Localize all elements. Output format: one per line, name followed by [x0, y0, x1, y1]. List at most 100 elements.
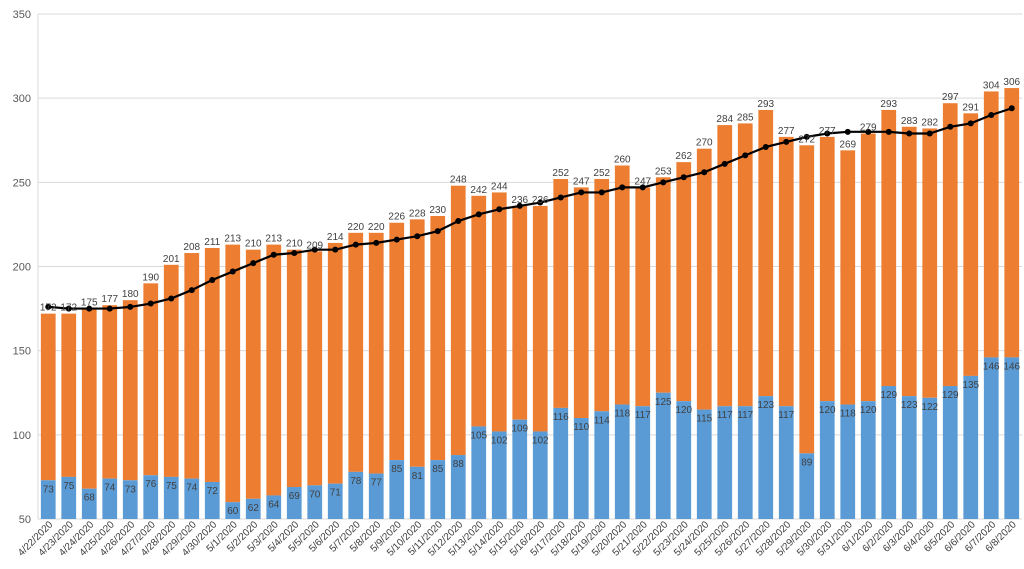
- total-value-label: 213: [224, 234, 241, 245]
- trend-line-point: [947, 123, 954, 130]
- trend-line-point: [434, 228, 441, 235]
- trend-line-point: [291, 250, 298, 257]
- bar-lower-segment: [102, 478, 118, 519]
- bar-lower-segment: [348, 471, 364, 519]
- total-value-label: 306: [1003, 77, 1020, 88]
- lower-value-label: 71: [330, 488, 342, 499]
- total-value-label: 260: [614, 155, 631, 166]
- trend-line-point: [393, 236, 400, 243]
- total-value-label: 277: [778, 126, 795, 137]
- bar-lower-segment: [389, 460, 405, 519]
- y-tick-label: 50: [19, 514, 31, 526]
- trend-line-point: [824, 130, 831, 137]
- bar-upper-segment: [553, 178, 569, 408]
- bar-lower-segment: [327, 483, 343, 519]
- bar-lower-segment: [368, 473, 384, 519]
- lower-value-label: 102: [532, 435, 549, 446]
- bar-upper-segment: [163, 264, 179, 477]
- lower-value-label: 135: [962, 380, 979, 391]
- bar-upper-segment: [368, 232, 384, 474]
- lower-value-label: 117: [635, 410, 651, 421]
- lower-value-label: 118: [840, 409, 856, 420]
- lower-value-label: 146: [1003, 361, 1020, 372]
- trend-line-path: [48, 107, 1013, 310]
- bar-lower-segment: [860, 401, 876, 519]
- lower-value-label: 120: [860, 405, 877, 416]
- lower-value-label: 88: [453, 459, 465, 470]
- trend-line-point: [598, 189, 605, 196]
- bar-upper-segment: [594, 178, 610, 412]
- bar-lower-segment: [922, 397, 938, 519]
- bar-lower-segment: [881, 386, 897, 519]
- bar-upper-segment: [676, 162, 692, 402]
- trend-line-point: [250, 260, 257, 267]
- bar-upper-segment: [286, 249, 302, 488]
- trend-line-point: [86, 305, 93, 312]
- bar-upper-segment: [409, 219, 425, 467]
- y-tick-label: 200: [13, 262, 31, 274]
- y-tick-label: 300: [13, 93, 31, 105]
- bar-lower-segment: [61, 476, 77, 519]
- total-value-label: 190: [142, 272, 159, 283]
- trend-line-point: [721, 160, 728, 167]
- lower-value-label: 64: [268, 499, 280, 510]
- total-value-label: 236: [532, 195, 549, 206]
- trend-line-point: [783, 138, 790, 145]
- trend-line-point: [65, 305, 72, 312]
- bar-lower-segment: [942, 386, 958, 519]
- total-value-label: 272: [798, 134, 815, 145]
- trend-line-point: [147, 300, 154, 307]
- bar-upper-segment: [348, 232, 364, 472]
- total-value-label: 244: [491, 181, 508, 192]
- bar-upper-segment: [430, 216, 446, 461]
- bar-upper-segment: [40, 313, 56, 481]
- bar-upper-segment: [963, 113, 979, 376]
- total-value-label: 220: [347, 222, 364, 233]
- bar-upper-segment: [819, 136, 835, 402]
- lower-value-label: 78: [350, 476, 362, 487]
- y-axis-tick-labels: 50 100 150 200 250 300 350: [13, 9, 31, 526]
- trend-line-point: [1008, 105, 1015, 112]
- total-value-label: 285: [737, 112, 754, 123]
- bar-upper-segment: [204, 247, 220, 482]
- lower-value-label: 120: [675, 405, 692, 416]
- lower-value-label: 74: [186, 483, 198, 494]
- bar-upper-segment: [922, 128, 938, 398]
- total-value-label: 201: [163, 254, 180, 265]
- lower-value-label: 146: [983, 361, 1000, 372]
- total-value-label: 213: [265, 234, 282, 245]
- bar-lower-segment: [450, 455, 466, 519]
- bar-lower-segment: [635, 406, 651, 519]
- bar-lower-segment: [676, 401, 692, 519]
- bar-upper-segment: [389, 222, 405, 461]
- trend-line-point: [168, 295, 175, 302]
- bar-lower-segment: [471, 426, 487, 519]
- bar-lower-segment: [594, 411, 610, 519]
- bar-upper-segment: [61, 313, 77, 477]
- bar-lower-segment: [696, 409, 712, 519]
- bar-lower-segment: [778, 406, 794, 519]
- bar-upper-segment: [942, 103, 958, 387]
- lower-value-label: 117: [778, 410, 794, 421]
- bar-upper-segment: [225, 244, 241, 503]
- bar-lower-segment: [512, 419, 528, 519]
- bar-lower-segment: [204, 481, 220, 519]
- bar-lower-segment: [491, 431, 507, 519]
- lower-value-label: 123: [901, 400, 918, 411]
- bar-lower-segment: [840, 404, 856, 519]
- bar-upper-segment: [184, 253, 200, 479]
- bar-upper-segment: [102, 305, 118, 479]
- trend-line-point: [127, 303, 134, 310]
- trend-line-point: [455, 218, 462, 225]
- trend-line-point: [352, 241, 359, 248]
- total-value-label: 210: [286, 239, 303, 250]
- bars: [40, 88, 1020, 519]
- trend-line-point: [926, 130, 933, 137]
- bar-upper-segment: [307, 251, 323, 486]
- lower-value-label: 117: [717, 410, 733, 421]
- lower-value-label: 68: [84, 493, 96, 504]
- bar-upper-segment: [450, 185, 466, 456]
- bar-upper-segment: [799, 145, 815, 454]
- lower-value-label: 129: [942, 390, 959, 401]
- bar-lower-segment: [614, 404, 630, 519]
